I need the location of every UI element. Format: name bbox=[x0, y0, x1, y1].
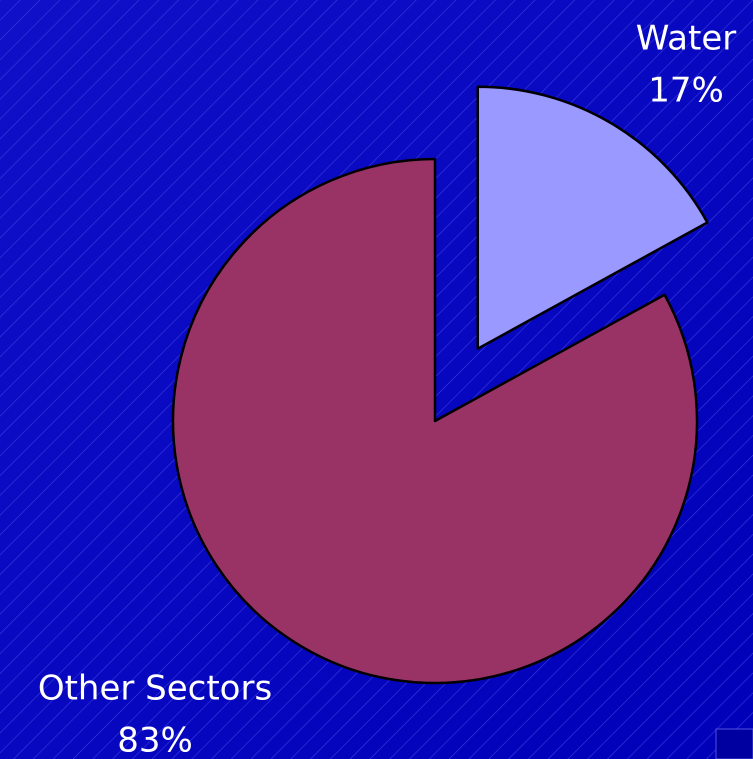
pie bbox=[171, 85, 709, 685]
pie-slice bbox=[171, 157, 699, 685]
pie-slice bbox=[476, 85, 709, 350]
corner-box bbox=[715, 728, 753, 759]
slice-label: Other Sectors bbox=[38, 669, 272, 709]
labels: Water 17% Other Sectors 83% bbox=[38, 19, 736, 759]
slice-value-label: 17% bbox=[648, 71, 724, 111]
slice-value-label: 83% bbox=[117, 721, 193, 759]
slice-label: Water bbox=[636, 19, 737, 59]
